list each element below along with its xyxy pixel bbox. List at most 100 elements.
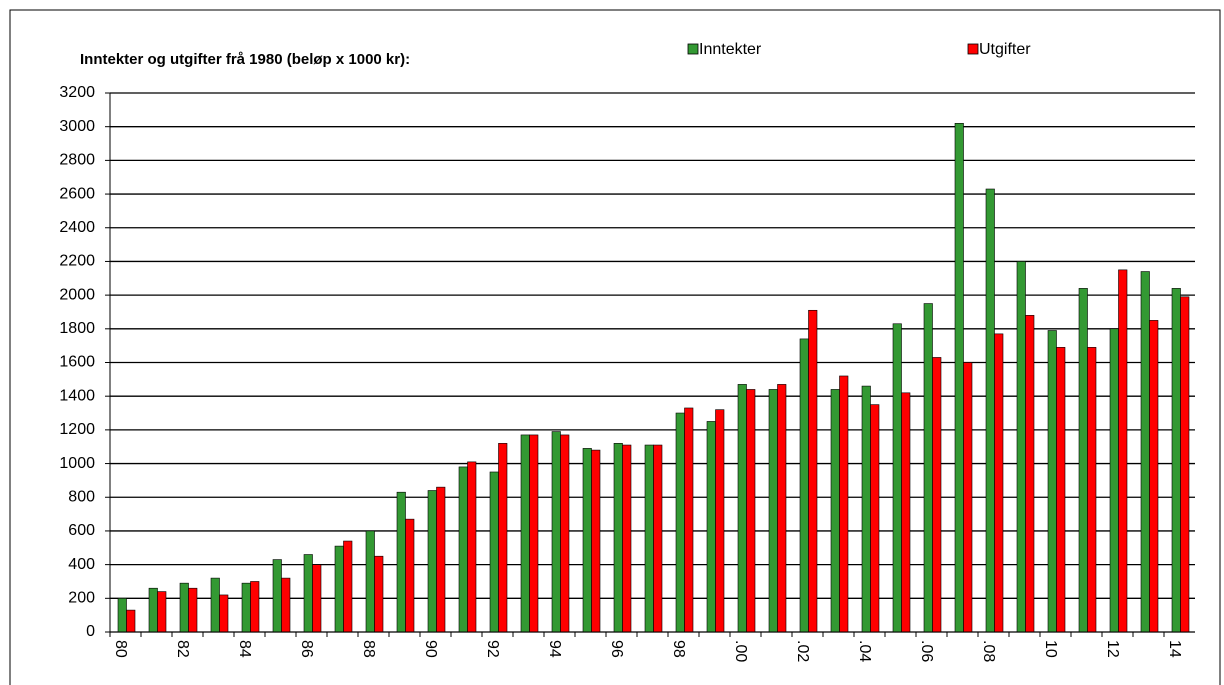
bar bbox=[396, 491, 406, 633]
y-tick-label: 1000 bbox=[59, 455, 95, 472]
bar bbox=[365, 530, 375, 633]
bar bbox=[427, 490, 437, 633]
x-tick-label: 94 bbox=[546, 640, 563, 658]
x-tick-label: 12 bbox=[1104, 640, 1121, 658]
legend-label: Utgifter bbox=[979, 41, 1031, 58]
bar bbox=[188, 587, 198, 633]
bar bbox=[932, 357, 942, 633]
bar bbox=[489, 471, 499, 633]
bar bbox=[777, 384, 787, 633]
bar bbox=[148, 587, 158, 633]
bar bbox=[706, 421, 716, 633]
y-tick-label: 3000 bbox=[59, 118, 95, 135]
x-tick-label: .08 bbox=[980, 640, 997, 662]
bar bbox=[1149, 320, 1159, 633]
bar bbox=[622, 444, 632, 633]
bar bbox=[985, 188, 995, 633]
bar bbox=[272, 559, 282, 633]
y-tick-label: 1200 bbox=[59, 421, 95, 438]
bar bbox=[520, 434, 530, 633]
bar bbox=[830, 389, 840, 633]
x-tick-label: 92 bbox=[484, 640, 501, 658]
x-tick-label: 88 bbox=[360, 640, 377, 658]
bar bbox=[529, 434, 539, 633]
chart-title: Inntekter og utgifter frå 1980 (beløp x … bbox=[80, 51, 410, 68]
y-tick-label: 1400 bbox=[59, 387, 95, 404]
bar bbox=[808, 309, 818, 633]
y-tick-label: 200 bbox=[68, 590, 95, 607]
bar bbox=[1118, 269, 1128, 633]
y-tick-label: 2200 bbox=[59, 253, 95, 270]
x-tick-label: 84 bbox=[236, 640, 253, 658]
bar bbox=[498, 443, 508, 633]
bar bbox=[281, 577, 291, 633]
bar bbox=[923, 303, 933, 633]
x-tick-label: 82 bbox=[174, 640, 191, 658]
bar bbox=[551, 431, 561, 633]
y-tick-label: 0 bbox=[86, 623, 95, 640]
bar bbox=[1140, 271, 1150, 633]
y-tick-label: 600 bbox=[68, 522, 95, 539]
x-tick-label: .04 bbox=[856, 640, 873, 662]
bar bbox=[374, 555, 384, 633]
x-tick-label: 10 bbox=[1042, 640, 1059, 658]
bar bbox=[901, 392, 911, 633]
bar bbox=[591, 449, 601, 633]
x-tick-label: 14 bbox=[1166, 640, 1183, 658]
bar bbox=[117, 598, 127, 633]
bar bbox=[653, 444, 663, 633]
bar bbox=[467, 461, 477, 633]
bar bbox=[715, 409, 725, 633]
bar bbox=[994, 333, 1004, 633]
bar bbox=[861, 385, 871, 633]
bar bbox=[334, 545, 344, 633]
bar bbox=[1056, 347, 1066, 633]
bar bbox=[1087, 347, 1097, 633]
bar bbox=[157, 591, 167, 633]
y-tick-label: 2000 bbox=[59, 286, 95, 303]
y-tick-label: 1800 bbox=[59, 320, 95, 337]
bar bbox=[768, 389, 778, 633]
bar bbox=[458, 466, 468, 633]
frame bbox=[9, 9, 1221, 685]
y-tick-label: 400 bbox=[68, 556, 95, 573]
bar bbox=[675, 412, 685, 633]
y-tick-label: 3200 bbox=[59, 84, 95, 101]
x-tick-label: .00 bbox=[732, 640, 749, 662]
bar bbox=[219, 594, 229, 633]
x-tick-label: 90 bbox=[422, 640, 439, 658]
y-tick-label: 2800 bbox=[59, 152, 95, 169]
bar bbox=[839, 375, 849, 633]
bar bbox=[613, 443, 623, 633]
bar bbox=[1171, 288, 1181, 633]
bar bbox=[1025, 315, 1035, 633]
legend-swatch bbox=[687, 43, 699, 55]
bar bbox=[436, 486, 446, 633]
bar bbox=[644, 444, 654, 633]
bar bbox=[312, 564, 322, 633]
x-tick-label: .02 bbox=[794, 640, 811, 662]
bar bbox=[892, 323, 902, 633]
y-tick-label: 2400 bbox=[59, 219, 95, 236]
bar bbox=[1180, 296, 1190, 633]
legend-swatch bbox=[967, 43, 979, 55]
bar bbox=[241, 582, 251, 633]
bar bbox=[1078, 288, 1088, 633]
bar bbox=[737, 384, 747, 633]
bar bbox=[870, 404, 880, 633]
bar bbox=[963, 362, 973, 633]
bar bbox=[303, 554, 313, 633]
bar bbox=[684, 407, 694, 633]
bar bbox=[582, 448, 592, 633]
bar bbox=[799, 338, 809, 633]
x-tick-label: 86 bbox=[298, 640, 315, 658]
bar bbox=[1047, 330, 1057, 633]
bar bbox=[210, 577, 220, 633]
bar bbox=[179, 582, 189, 633]
bar bbox=[1016, 261, 1026, 633]
y-tick-label: 1600 bbox=[59, 354, 95, 371]
y-tick-label: 2600 bbox=[59, 185, 95, 202]
y-tick-label: 800 bbox=[68, 488, 95, 505]
bar bbox=[126, 609, 136, 633]
